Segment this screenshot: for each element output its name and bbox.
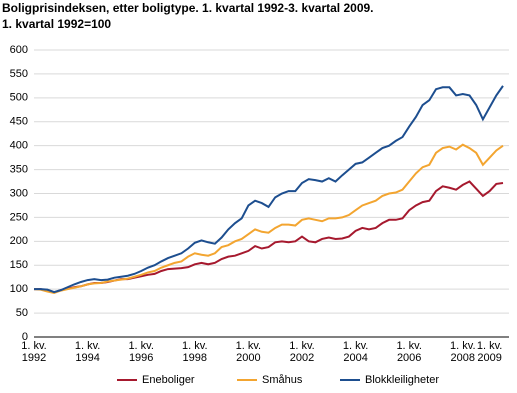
y-tick-label: 50	[16, 307, 28, 319]
legend-label: Småhus	[262, 374, 303, 386]
x-tick-label: 1. kv. 2000	[235, 340, 262, 364]
chart-subtitle: 1. kvartal 1992=100	[2, 17, 111, 31]
series-line	[33, 143, 504, 295]
x-tick-label: 1. kv. 2004	[342, 340, 369, 364]
x-tick-label: 1. kv. 2002	[289, 340, 315, 364]
y-tick-label: 150	[10, 259, 28, 271]
y-tick-label: 250	[10, 211, 28, 223]
y-tick-label: 600	[10, 44, 28, 56]
series-line	[34, 180, 504, 294]
x-tick-label: 1. kv. 1998	[182, 340, 208, 364]
y-tick-label: 200	[10, 235, 28, 247]
x-tick-label: 1. kv. 2009	[476, 340, 503, 364]
legend-label: Blokkleiligheter	[365, 374, 439, 386]
x-tick-label: 1. kv. 1996	[128, 340, 154, 364]
y-tick-label: 0	[22, 331, 28, 343]
y-tick-label: 400	[10, 140, 28, 152]
y-tick-label: 100	[10, 283, 28, 295]
y-tick-label: 300	[10, 187, 28, 199]
x-tick-label: 1. kv. 1994	[74, 340, 101, 364]
y-tick-label: 450	[10, 116, 28, 128]
x-tick-label: 1. kv. 2008	[450, 340, 476, 364]
chart-title: Boligprisindeksen, etter boligtype. 1. k…	[2, 1, 374, 15]
series-line	[34, 85, 504, 294]
x-tick-label: 1. kv. 1992	[21, 340, 47, 364]
y-tick-label: 500	[10, 92, 28, 104]
legend-label: Eneboliger	[142, 374, 195, 386]
y-tick-label: 350	[10, 163, 28, 175]
x-tick-label: 1. kv. 2006	[396, 340, 422, 364]
y-tick-label: 550	[10, 68, 28, 80]
